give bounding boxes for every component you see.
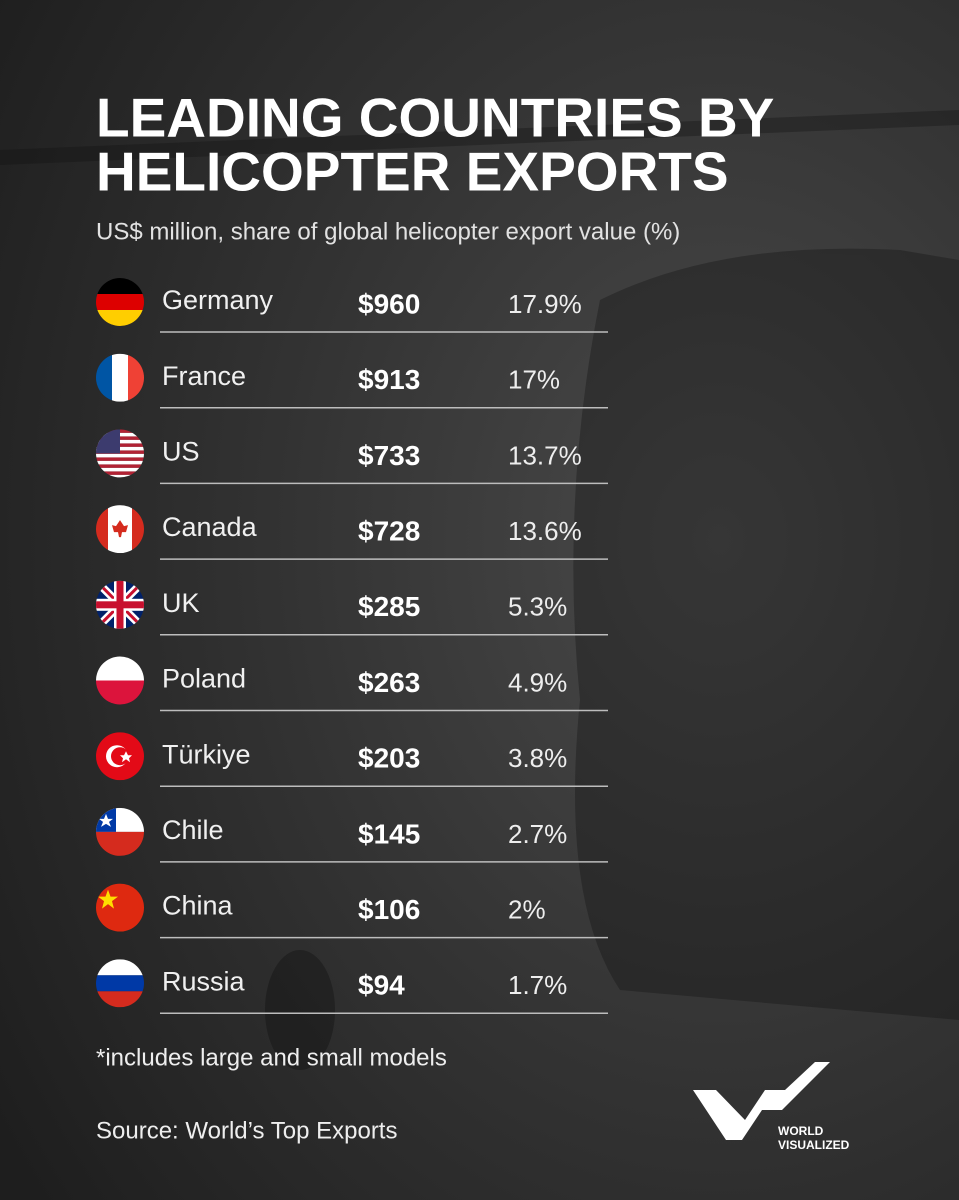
flag-part [112, 520, 128, 538]
flag-part [96, 464, 144, 468]
flag-part [96, 310, 144, 326]
export-value: $960 [358, 288, 420, 319]
export-value: $145 [358, 818, 420, 849]
flag [96, 807, 144, 856]
export-share: 5.3% [508, 592, 567, 622]
export-share: 13.6% [508, 516, 582, 546]
flag-part [111, 747, 129, 766]
footnote: *includes large and small models [96, 1044, 447, 1071]
country: Canada [162, 512, 258, 542]
export-share: 13.7% [508, 440, 582, 470]
country: Russia [162, 966, 246, 996]
export-value: $106 [358, 894, 420, 925]
flag-part [96, 883, 144, 932]
table-row: France $913 17% [96, 353, 608, 409]
flag [96, 278, 144, 326]
helicopter-silhouette [0, 110, 959, 1070]
logo-text: WORLD [778, 1124, 824, 1138]
flag-part [96, 991, 144, 1008]
country: US [162, 437, 200, 467]
flag [96, 353, 144, 402]
country: Germany [162, 285, 274, 315]
country: France [162, 361, 246, 391]
flag-part [96, 467, 144, 472]
export-value: $203 [358, 743, 420, 774]
export-share: 3.8% [508, 743, 567, 773]
title-line: HELICOPTER EXPORTS [96, 141, 729, 203]
country: Chile [162, 815, 224, 845]
country: Poland [162, 664, 246, 694]
export-share: 1.7% [508, 970, 567, 1000]
flag-part [96, 471, 144, 475]
logo: WORLD VISUALIZED [693, 1062, 850, 1152]
flag-part [128, 353, 144, 402]
flag-part [112, 353, 128, 402]
flag-part [96, 975, 144, 992]
flag-part [96, 601, 144, 609]
export-value: $728 [358, 515, 420, 546]
flag-part [96, 294, 144, 310]
flag-part [98, 889, 118, 909]
flag-part [96, 457, 144, 461]
flag-part [96, 474, 144, 478]
export-value: $263 [358, 667, 420, 698]
table-row: Türkiye $203 3.8% [96, 732, 608, 787]
flag [96, 656, 144, 705]
flag [96, 580, 144, 629]
flag-part [96, 460, 144, 465]
flag [96, 429, 144, 478]
flag [96, 505, 144, 554]
source: Source: World’s Top Exports [96, 1117, 397, 1144]
export-share: 2% [508, 894, 546, 924]
flag [96, 883, 144, 932]
table-row: China $106 2% [96, 883, 608, 939]
logo-text: VISUALIZED [778, 1138, 850, 1152]
title-line: LEADING COUNTRIES BY [96, 87, 774, 149]
export-share: 4.9% [508, 667, 567, 697]
table-row: Germany $960 17.9% [96, 278, 608, 333]
export-share: 2.7% [508, 819, 567, 849]
export-share: 17.9% [508, 289, 582, 319]
country: Türkiye [162, 739, 251, 769]
country: UK [162, 588, 200, 618]
export-share: 17% [508, 365, 560, 395]
flag-part [99, 813, 113, 827]
export-value: $913 [358, 364, 420, 395]
flag-part [120, 751, 132, 763]
flag [96, 732, 144, 781]
export-value: $94 [358, 970, 405, 1001]
table: Germany $960 17.9% France $913 17% US $733 13.7%… [96, 278, 608, 1015]
flag-part [96, 453, 144, 458]
flag-part [96, 278, 144, 294]
table-row: US $733 13.7% [96, 429, 608, 485]
table-row: UK $285 5.3% [96, 580, 608, 636]
flag-part [96, 353, 112, 402]
subtitle: US$ million, share of global helicopter … [96, 218, 680, 245]
flag-part [96, 959, 144, 976]
country: China [162, 891, 234, 921]
export-value: $733 [358, 440, 420, 471]
export-value: $285 [358, 591, 420, 622]
flag [96, 959, 144, 1008]
table-row: Russia $94 1.7% [96, 959, 608, 1015]
